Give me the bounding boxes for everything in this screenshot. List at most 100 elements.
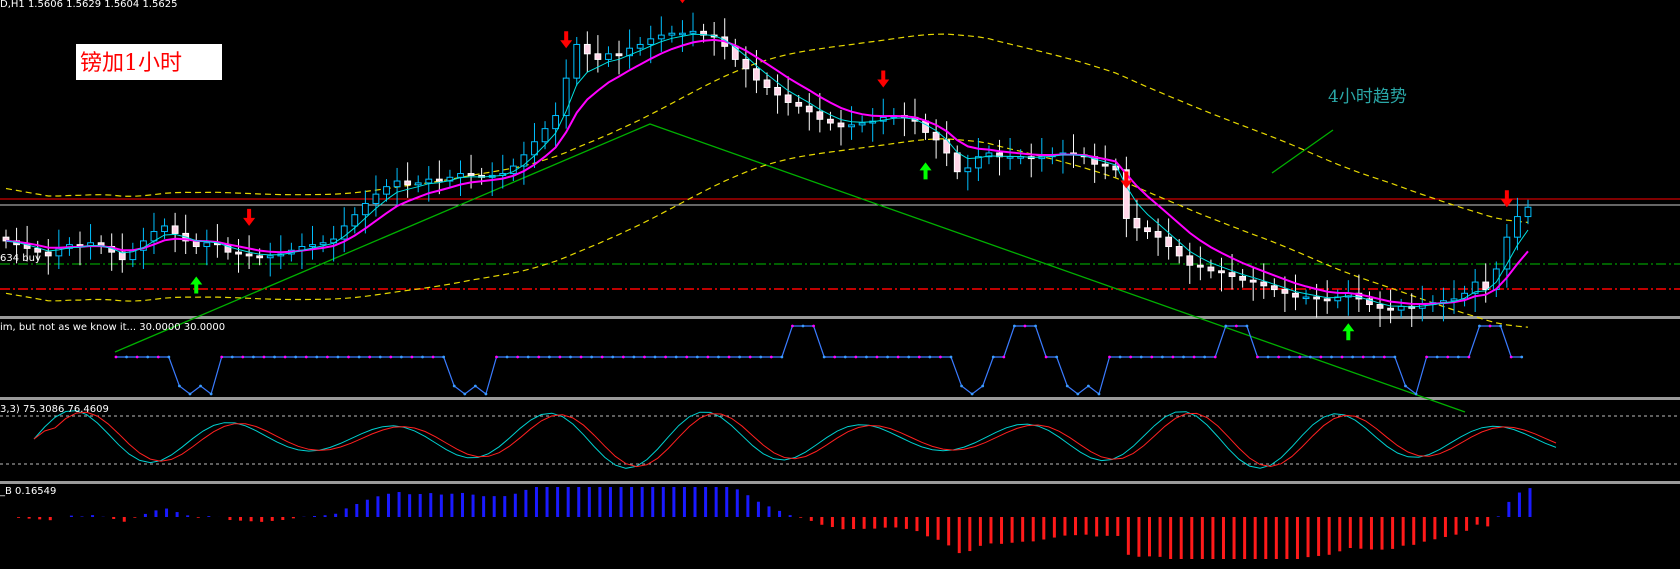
candle-body (1314, 297, 1320, 299)
oscillator1-dot (1394, 356, 1397, 359)
histogram-bar (355, 504, 358, 517)
oscillator1-dot (1309, 356, 1312, 359)
candle-body (415, 183, 421, 185)
oscillator1-dot (601, 356, 604, 359)
candle-body (310, 245, 316, 247)
histogram-bar (630, 487, 633, 517)
oscillator1-dot (210, 393, 213, 396)
histogram-bar (1211, 517, 1214, 559)
oscillator1-dot (1446, 356, 1449, 359)
candle-body (743, 59, 749, 68)
oscillator1-dot (749, 356, 752, 359)
histogram-bar (1095, 517, 1098, 536)
oscillator1-dot (981, 385, 984, 388)
oscillator1-dot (1510, 356, 1513, 359)
oscillator1-dot (1172, 356, 1175, 359)
oscillator1-dot (1182, 356, 1185, 359)
histogram-bar (915, 517, 918, 531)
histogram-bar (482, 496, 485, 517)
oscillator1-dot (580, 356, 583, 359)
candle-body (923, 121, 929, 132)
histogram-bar (17, 517, 20, 518)
candle-body (954, 153, 960, 172)
histogram-bar (1476, 517, 1479, 525)
oscillator1-dot (537, 356, 540, 359)
histogram-bar (1063, 517, 1066, 536)
histogram-bar (1032, 517, 1035, 541)
histogram-bar (799, 517, 802, 518)
histogram-bar (1190, 517, 1193, 559)
oscillator1-dot (1425, 356, 1428, 359)
oscillator1-dot (1298, 356, 1301, 359)
candle-body (1187, 256, 1193, 265)
candle-body (468, 174, 474, 176)
histogram-bar (1285, 517, 1288, 559)
histogram-bar (577, 487, 580, 517)
candle-body (373, 194, 379, 203)
histogram-bar (123, 517, 126, 522)
oscillator1-dot (115, 356, 118, 359)
histogram-bar (810, 517, 813, 521)
oscillator1-dot (960, 385, 963, 388)
oscillator1-dot (802, 325, 805, 328)
oscillator1-dot (1087, 385, 1090, 388)
histogram-bar (450, 494, 453, 517)
histogram-bar (70, 516, 73, 517)
candle-body (690, 31, 696, 33)
histogram-bar (281, 517, 284, 520)
oscillator1-dot (559, 356, 562, 359)
histogram-bar (1222, 517, 1225, 559)
oscillator1-dot (1076, 393, 1079, 396)
candle-body (458, 174, 464, 178)
histogram-bar (197, 517, 200, 518)
histogram-bar (429, 493, 432, 517)
histogram-bar (1317, 517, 1320, 556)
histogram-bar (154, 510, 157, 517)
histogram-bar (683, 487, 686, 517)
candle-body (162, 226, 168, 232)
candle-body (1271, 286, 1277, 290)
histogram-bar (736, 489, 739, 517)
oscillator1-dot (1383, 356, 1386, 359)
oscillator1-dot (854, 356, 857, 359)
histogram-bar (1507, 502, 1510, 517)
oscillator1-dot (516, 356, 519, 359)
candle-body (1134, 218, 1140, 227)
oscillator1-dot (241, 356, 244, 359)
candle-body (828, 119, 834, 123)
candle-body (1324, 299, 1330, 301)
candle-body (1261, 282, 1267, 286)
oscillator1-dot (1277, 356, 1280, 359)
candle-body (35, 248, 41, 252)
candle-body (775, 87, 781, 94)
histogram-bar (937, 517, 940, 540)
candle-body (436, 179, 442, 181)
candle-body (246, 254, 252, 256)
oscillator1-dot (125, 356, 128, 359)
oscillator1-dot (675, 356, 678, 359)
histogram-bar (789, 515, 792, 517)
histogram-bar (556, 487, 559, 517)
histogram-bar (1370, 517, 1373, 549)
oscillator1-dot (759, 356, 762, 359)
candle-body (1515, 217, 1521, 238)
oscillator1-dot (685, 356, 688, 359)
histogram-bar (852, 517, 855, 529)
candle-body (838, 123, 844, 127)
histogram-bar (1423, 517, 1426, 542)
oscillator1-dot (347, 356, 350, 359)
histogram-bar (260, 517, 263, 522)
oscillator1-dot (1140, 356, 1143, 359)
histogram-bar (1106, 517, 1109, 536)
histogram-bar (228, 517, 231, 520)
histogram-bar (398, 492, 401, 517)
histogram-bar (926, 517, 929, 536)
histogram-bar (884, 517, 887, 528)
candle-body (1398, 306, 1404, 310)
candle-body (1483, 282, 1489, 289)
histogram-bar (133, 517, 136, 518)
oscillator1-dot (833, 356, 836, 359)
oscillator1-dot (844, 356, 847, 359)
